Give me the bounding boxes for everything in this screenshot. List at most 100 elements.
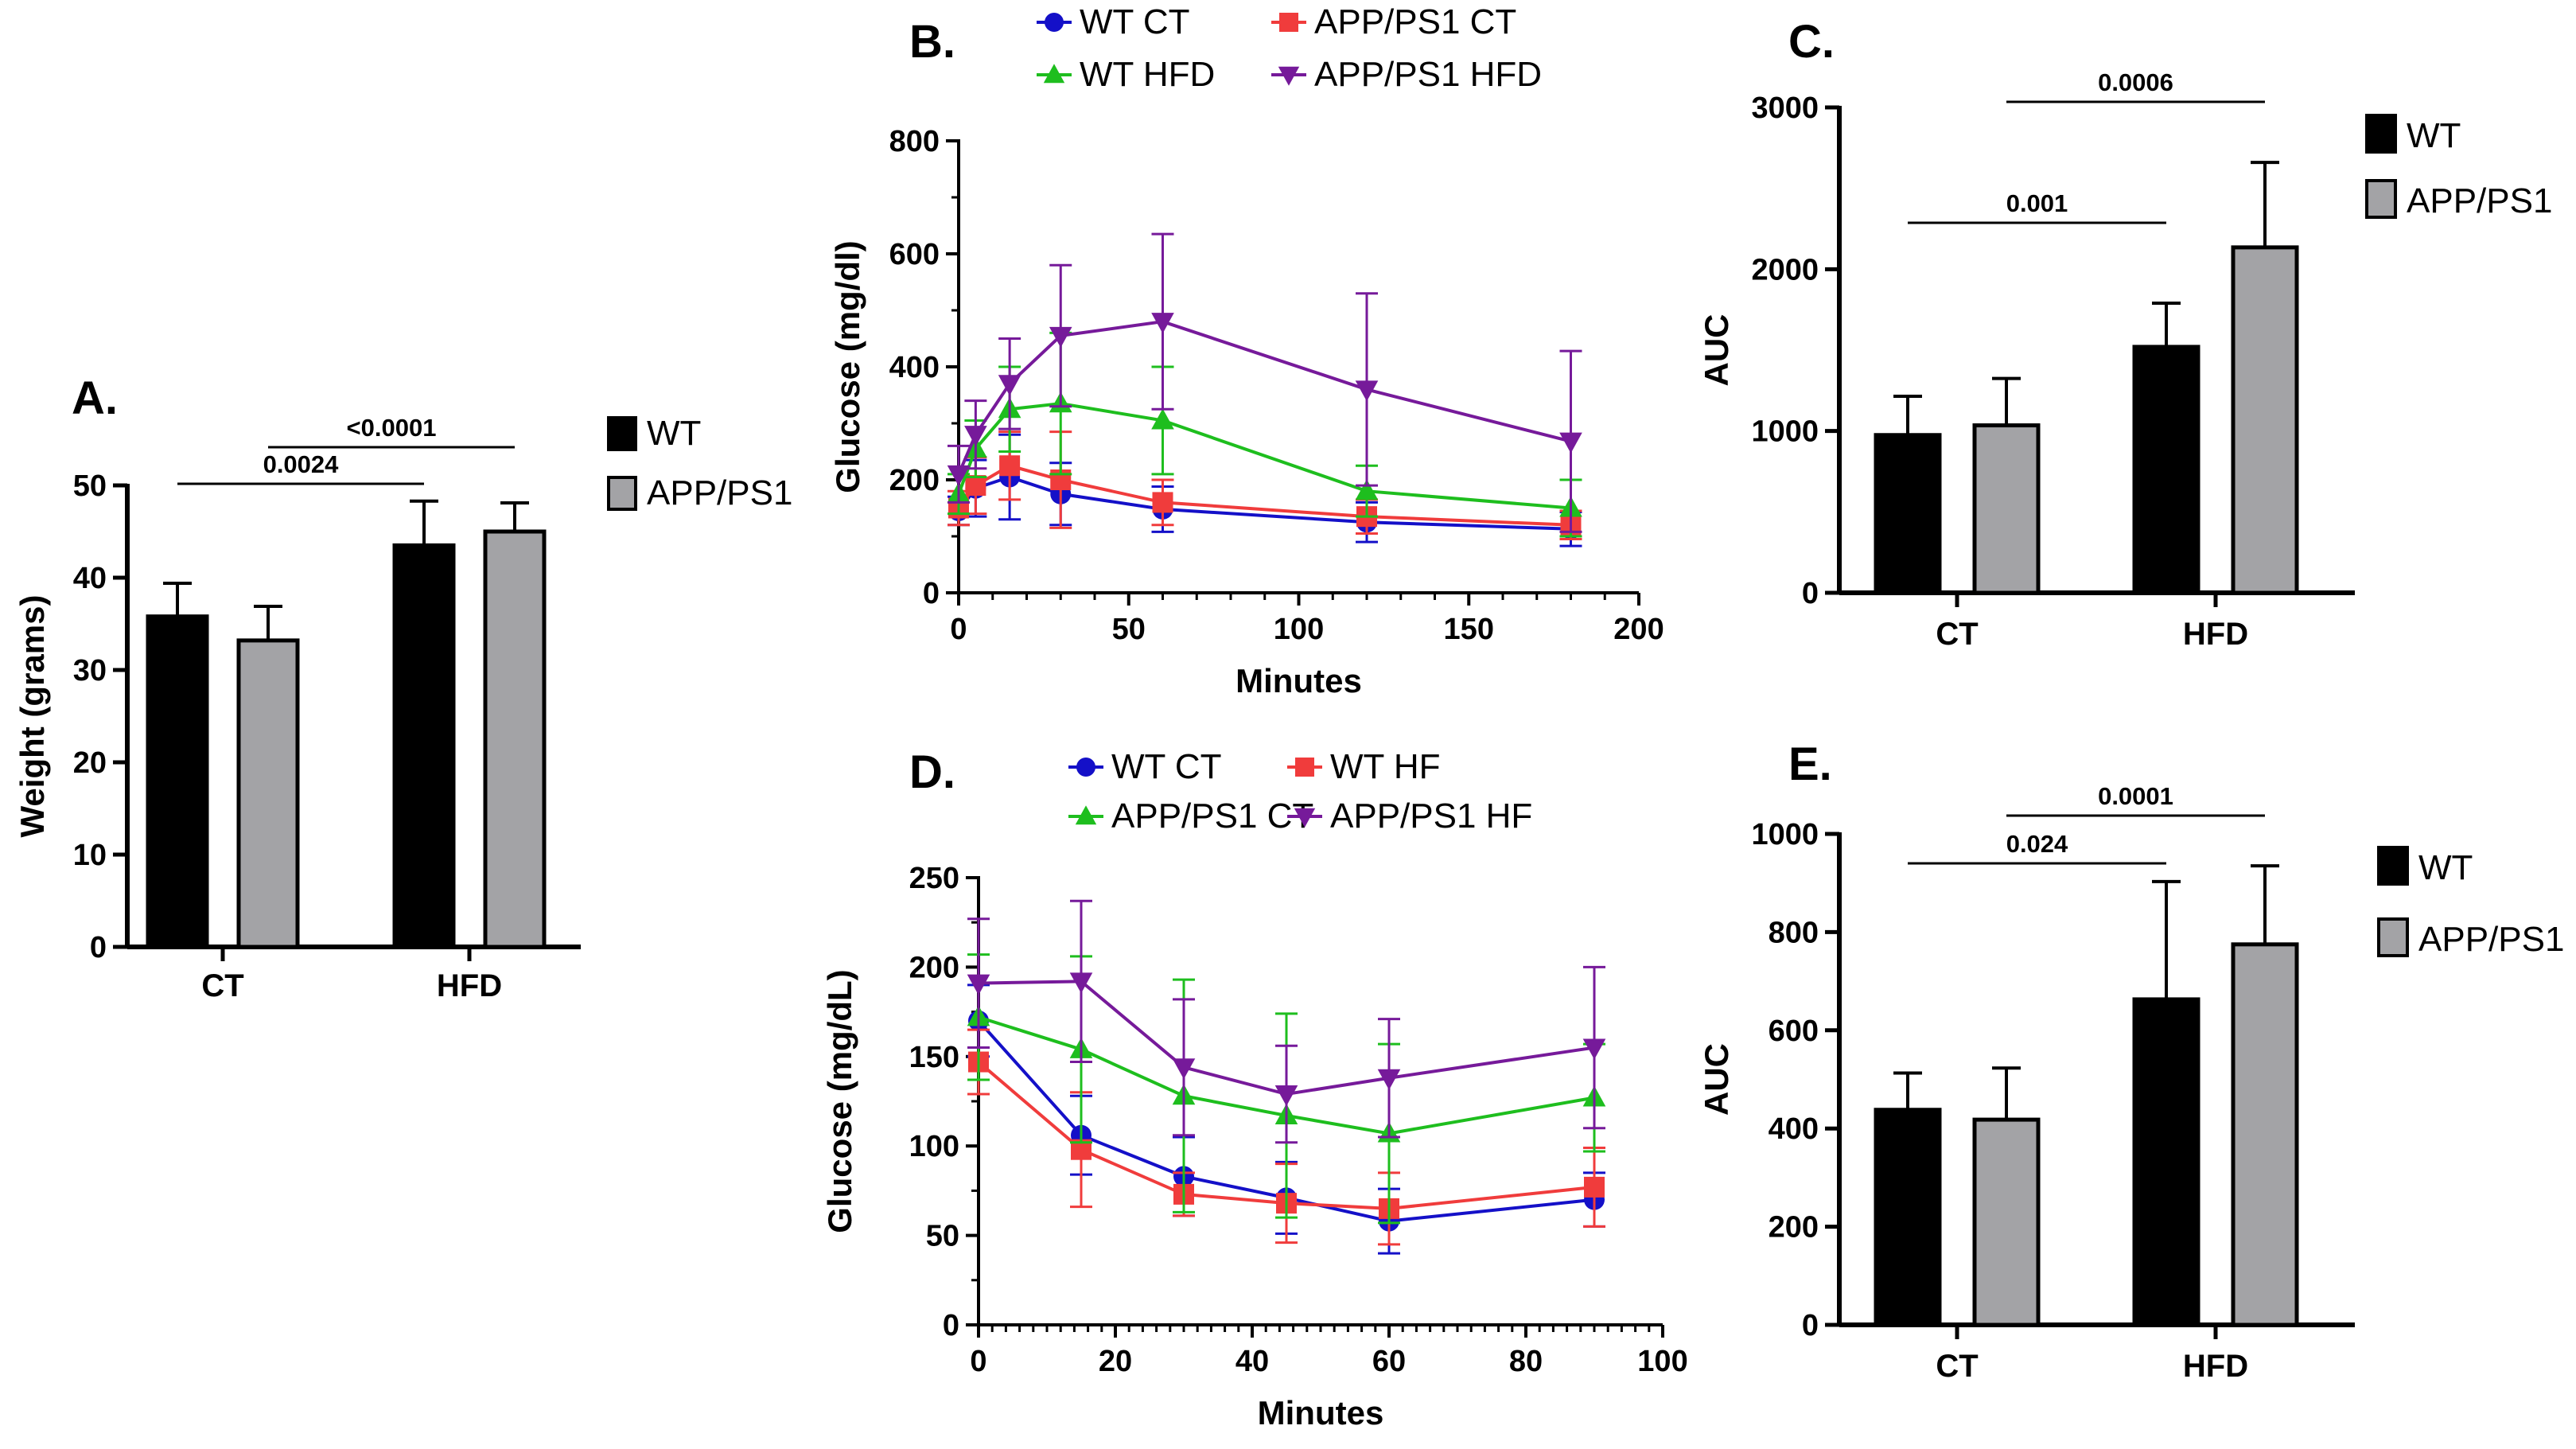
x-tick-label: 20 (1099, 1345, 1132, 1378)
data-point-app-ps1-hf (1069, 972, 1093, 994)
app-ps1-ct-bar (1972, 423, 2041, 595)
legend-swatch-app-ps1 (2365, 179, 2397, 219)
app-ps1-ct-bar (1972, 1117, 2041, 1327)
x-axis-label: Minutes (1235, 662, 1362, 699)
y-tick-label: 2000 (1751, 253, 1819, 286)
x-tick-label: 150 (1444, 613, 1494, 646)
app-ps1-hfd-bar (2231, 245, 2299, 595)
panel-label: D. (909, 746, 955, 798)
data-point-app-ps1-hf (967, 974, 990, 995)
legend-label: APP/PS1 CT (1111, 797, 1313, 836)
y-axis-label: AUC (1698, 1043, 1735, 1116)
legend-swatch-wt (2365, 114, 2397, 154)
panel-label: B. (909, 16, 955, 68)
legend-label: APP/PS1 HF (1330, 797, 1532, 836)
data-point-app-ps1-hf (1582, 1038, 1606, 1060)
legend-label: APP/PS1 CT (1314, 2, 1516, 41)
y-axis-label: Weight (grams) (14, 595, 51, 838)
data-point-app-ps1-hfd (1049, 326, 1072, 348)
y-tick-label: 1000 (1751, 818, 1819, 851)
y-tick-label: 400 (889, 351, 940, 384)
data-point-app-ps1-hfd (947, 465, 971, 486)
x-tick-label: 0 (950, 613, 967, 646)
series-line-app-ps1-hfd (957, 320, 1571, 475)
legend-label: WT HF (1330, 747, 1441, 786)
x-category-label: HFD (2183, 617, 2248, 652)
p-value-label: 0.024 (2006, 830, 2068, 858)
legend-marker-app-ps1-ct (1075, 805, 1097, 825)
app-ps1-hfd-bar (2231, 942, 2299, 1327)
series-wt-hfd (947, 331, 1582, 538)
y-tick-label: 40 (73, 562, 107, 595)
p-value-label: 0.0006 (2098, 68, 2173, 96)
data-point-app-ps1-ct (1152, 492, 1173, 513)
data-point-app-ps1-ct (965, 475, 986, 497)
panel-b: B. 0 200 400 600 800 0 50 100 150 200 Minutes Glucos… (829, 2, 1664, 699)
legend-label: WT CT (1080, 2, 1190, 41)
y-tick-label: 0 (90, 931, 107, 964)
p-value-label: 0.0001 (2098, 782, 2173, 810)
panel-c: C. 0 1000 2000 3000 AUC CT HFD 0.001 0.0006 WT APP/… (1698, 16, 2552, 652)
series-line-wt-ct (977, 1019, 1595, 1223)
data-point-app-ps1-hfd (1355, 380, 1379, 402)
p-value-label: 0.001 (2006, 189, 2068, 217)
x-category-label: HFD (437, 968, 502, 1003)
series-app-ps1-hfd (947, 232, 1582, 533)
x-category-label: HFD (2183, 1349, 2248, 1384)
legend-label: WT (2407, 116, 2461, 155)
y-tick-label: 200 (1769, 1211, 1819, 1245)
data-point-wt-hfd (1151, 408, 1174, 430)
series-wt-ct (948, 433, 1582, 547)
x-tick-label: 80 (1509, 1345, 1543, 1378)
p-value-label: 0.0024 (263, 450, 340, 478)
data-point-app-ps1-hf (1172, 1058, 1196, 1080)
x-axis-label: Minutes (1258, 1394, 1384, 1431)
panel-label: A. (72, 372, 118, 424)
app-ps1-hfd-bar (483, 529, 547, 949)
x-tick-label: 200 (1613, 613, 1664, 646)
legend-label: WT (2418, 848, 2473, 887)
x-tick-label: 50 (1112, 613, 1146, 646)
x-tick-label: 60 (1372, 1345, 1406, 1378)
legend-label: WT (647, 414, 701, 453)
wt-hfd-bar (2132, 997, 2200, 1327)
y-tick-label: 0 (943, 1309, 959, 1342)
y-tick-label: 400 (1769, 1112, 1819, 1146)
panel-label: E. (1788, 738, 1832, 790)
x-tick-label: 0 (970, 1345, 986, 1378)
y-tick-label: 50 (926, 1220, 959, 1253)
legend-marker-app-ps1-hf (1294, 808, 1316, 828)
legend-label: WT CT (1111, 747, 1222, 786)
legend-label: APP/PS1 (2407, 181, 2552, 220)
panel-e: E. 0 200 400 600 800 1000 AUC CT HFD 0.024 0.0001 WT… (1698, 738, 2564, 1384)
y-tick-label: 0 (1802, 577, 1819, 610)
data-point-app-ps1-hfd (1151, 313, 1174, 334)
x-tick-label: 100 (1637, 1345, 1687, 1378)
wt-hfd-bar (2132, 345, 2200, 595)
wt-ct-bar (1874, 1108, 1942, 1327)
y-tick-label: 800 (889, 125, 940, 158)
x-tick-label: 100 (1274, 613, 1324, 646)
data-point-app-ps1-hf (1377, 1069, 1401, 1090)
x-category-label: CT (201, 968, 243, 1003)
data-point-app-ps1-ct (999, 455, 1021, 477)
legend-marker-wt-ct (1045, 13, 1064, 32)
app-ps1-ct-bar (236, 638, 300, 949)
series-line-app-ps1-ct (978, 1015, 1595, 1135)
series-app-ps1-ct (948, 430, 1582, 541)
y-tick-label: 0 (923, 577, 940, 610)
data-point-app-ps1-hfd (964, 426, 987, 447)
legend-marker-wt-hf (1295, 758, 1314, 777)
y-tick-label: 30 (73, 654, 107, 687)
x-tick-label: 40 (1235, 1345, 1269, 1378)
y-tick-label: 800 (1769, 916, 1819, 949)
legend-label: WT HFD (1080, 55, 1215, 94)
legend-marker-wt-hfd (1043, 64, 1065, 84)
legend-swatch-wt (607, 416, 637, 451)
data-point-app-ps1-hfd (998, 375, 1021, 396)
series-line-wt-hf (977, 1061, 1595, 1210)
y-tick-label: 150 (909, 1041, 959, 1074)
legend-label: APP/PS1 (647, 473, 792, 512)
panel-a: A. 0 10 20 30 40 50 Weight (grams) CT HFD 0.0024<0… (14, 372, 792, 1003)
y-tick-label: 3000 (1751, 92, 1819, 125)
